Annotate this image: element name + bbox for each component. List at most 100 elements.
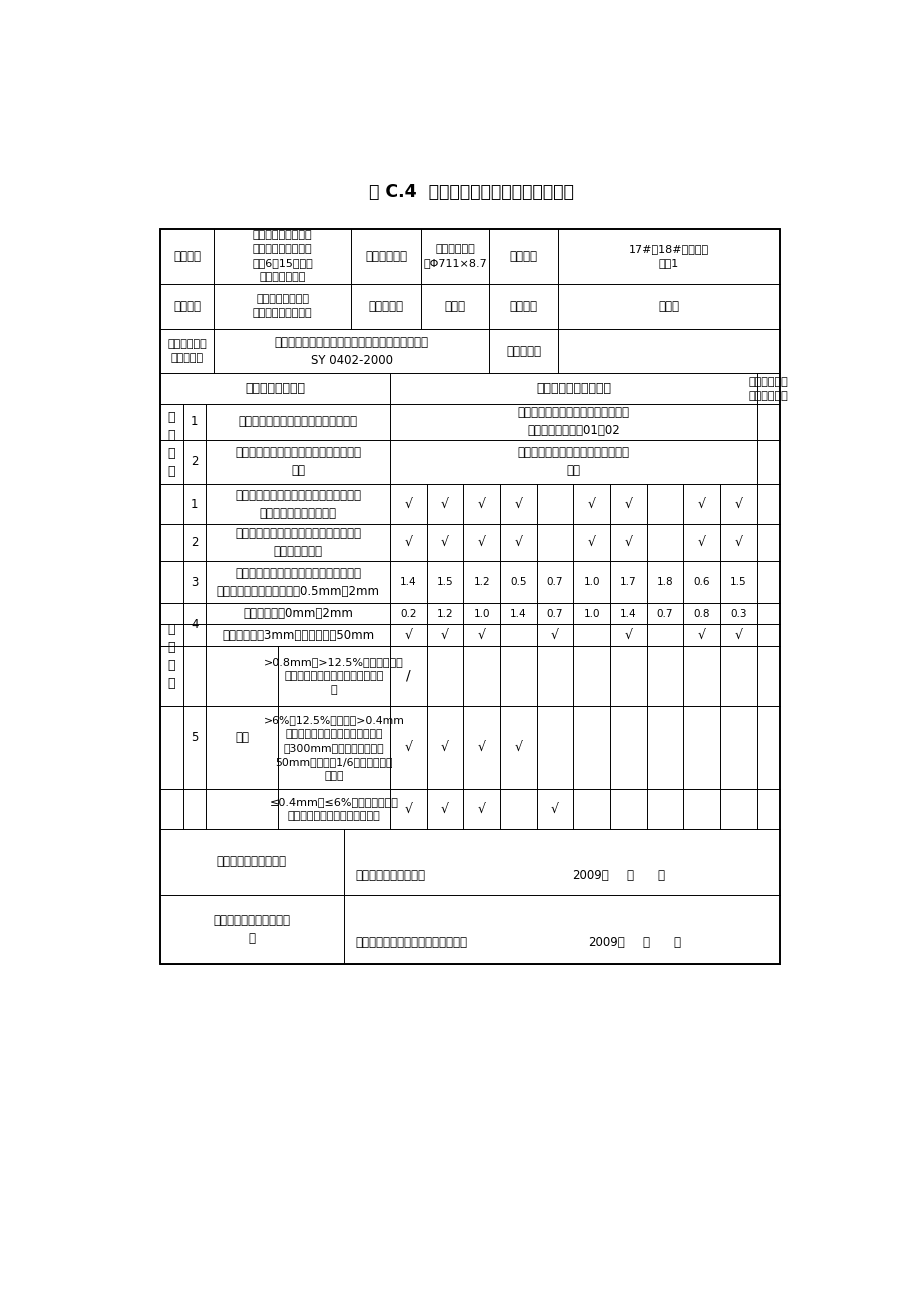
Text: 一
般
项
目: 一 般 项 目 — [167, 624, 176, 690]
Text: √: √ — [733, 536, 742, 549]
Text: 焊材的材质应符合设计要求和规范规定: 焊材的材质应符合设计要求和规范规定 — [239, 415, 357, 428]
Text: 2: 2 — [191, 536, 199, 549]
Text: √: √ — [697, 497, 705, 510]
Text: √: √ — [624, 536, 631, 549]
Text: 1: 1 — [191, 497, 199, 510]
Text: 1.5: 1.5 — [437, 577, 453, 587]
Text: 咬边: 咬边 — [235, 732, 249, 743]
Text: 5: 5 — [191, 732, 199, 743]
Text: 月: 月 — [626, 868, 633, 881]
Text: 施工单位检查评定记录: 施工单位检查评定记录 — [536, 383, 610, 396]
Text: √: √ — [587, 497, 596, 510]
Text: 1.2: 1.2 — [473, 577, 490, 587]
Text: √: √ — [477, 629, 485, 642]
Text: 管道组对和焊
接Φ711×8.7: 管道组对和焊 接Φ711×8.7 — [423, 245, 486, 268]
Text: √: √ — [404, 629, 412, 642]
Text: √: √ — [550, 629, 559, 642]
Text: 施工执行标准
名称及编号: 施工执行标准 名称及编号 — [167, 339, 207, 363]
Text: √: √ — [514, 536, 522, 549]
Text: 大庆油田原油生产运
行库建设工程（南三
油库6座15万立储
罐场区管网等）: 大庆油田原油生产运 行库建设工程（南三 油库6座15万立储 罐场区管网等） — [252, 230, 312, 283]
Text: √: √ — [514, 497, 522, 510]
Text: 0.7: 0.7 — [546, 577, 562, 587]
Text: 施工单位检查评定结果: 施工单位检查评定结果 — [217, 855, 287, 868]
Text: √: √ — [440, 803, 448, 815]
Text: ≤0.4mm或≤6%管壁厚（取二者
中的较小值），任何长度均合格: ≤0.4mm或≤6%管壁厚（取二者 中的较小值），任何长度均合格 — [269, 797, 398, 822]
Text: 管道焊缝无损检测应符合设计要求和规范
规定: 管道焊缝无损检测应符合设计要求和规范 规定 — [235, 447, 361, 478]
Text: 0.6: 0.6 — [693, 577, 709, 587]
Text: √: √ — [477, 497, 485, 510]
Text: 表 C.4  管道焊接检验批质量验收记录表: 表 C.4 管道焊接检验批质量验收记录表 — [369, 184, 573, 202]
Text: √: √ — [440, 629, 448, 642]
Text: √: √ — [440, 741, 448, 754]
Text: 焊缝及其周围应清除干净，不应存在电弧
烧伤母材的缺陷: 焊缝及其周围应清除干净，不应存在电弧 烧伤母材的缺陷 — [235, 527, 361, 559]
Text: 验收部位: 验收部位 — [509, 250, 538, 263]
Text: 1.7: 1.7 — [619, 577, 636, 587]
Text: √: √ — [624, 629, 631, 642]
Text: /: / — [405, 669, 410, 684]
Text: 1.0: 1.0 — [583, 577, 599, 587]
Text: 管道焊缝经无损检测合格，检验报告
编号: 管道焊缝经无损检测合格，检验报告 编号 — [516, 447, 629, 478]
Text: √: √ — [477, 536, 485, 549]
Text: 2009年: 2009年 — [572, 868, 608, 881]
Text: 1.4: 1.4 — [619, 608, 636, 618]
Text: √: √ — [404, 741, 412, 754]
Text: √: √ — [587, 536, 596, 549]
Text: 1.8: 1.8 — [656, 577, 673, 587]
Text: 1.0: 1.0 — [473, 608, 490, 618]
Text: √: √ — [550, 803, 559, 815]
Text: √: √ — [514, 741, 522, 754]
Bar — [160, 229, 779, 963]
Text: 质量验收规范规定: 质量验收规范规定 — [244, 383, 305, 396]
Text: 王中山: 王中山 — [658, 299, 679, 312]
Text: 17#、18#储罐输油
管线1: 17#、18#储罐输油 管线1 — [629, 245, 709, 268]
Text: √: √ — [440, 497, 448, 510]
Text: 监理工程师（建设单位项目代表）：: 监理工程师（建设单位项目代表）： — [355, 936, 467, 949]
Text: 工程名称: 工程名称 — [173, 250, 201, 263]
Text: 0.7: 0.7 — [656, 608, 673, 618]
Text: 1.4: 1.4 — [400, 577, 416, 587]
Text: 监理（建设）单位验收结
论: 监理（建设）单位验收结 论 — [213, 914, 290, 945]
Text: >0.8mm或>12.5%管壁厚（取二
者中的较小值），任何长度均不合
格: >0.8mm或>12.5%管壁厚（取二 者中的较小值），任何长度均不合 格 — [264, 658, 403, 695]
Text: 0.3: 0.3 — [730, 608, 746, 618]
Text: 焊材材质符合要求，质量证明文件齐
全；验收记录编号01、02: 焊材材质符合要求，质量证明文件齐 全；验收记录编号01、02 — [516, 406, 629, 437]
Text: 1.2: 1.2 — [437, 608, 453, 618]
Text: 1.4: 1.4 — [509, 608, 527, 618]
Text: √: √ — [404, 803, 412, 815]
Text: √: √ — [404, 497, 412, 510]
Text: 焊缝表面应整齐均匀，无裂纹、未焊透、
气孔、夹渣、烧穿等缺陷: 焊缝表面应整齐均匀，无裂纹、未焊透、 气孔、夹渣、烧穿等缺陷 — [235, 488, 361, 519]
Text: 大庆油田建设集团
安装公司第五工程处: 大庆油田建设集团 安装公司第五工程处 — [253, 294, 312, 319]
Text: 日: 日 — [673, 936, 679, 949]
Text: >6%～12.5%管壁厚或>0.4mm
（取二者中的较小值），在焊缝任
何300mm连续长度中不超过
50mm或焊缝的1/6，取二者中的
较小值: >6%～12.5%管壁厚或>0.4mm （取二者中的较小值），在焊缝任 何300… — [263, 715, 404, 781]
Text: 分项工程名称: 分项工程名称 — [365, 250, 407, 263]
Text: √: √ — [733, 629, 742, 642]
Bar — [160, 229, 779, 963]
Text: 焊缝宽度应符合焊接工艺规程的要求，无
要求时为坡口上两侧各加宽0.5mm～2mm: 焊缝宽度应符合焊接工艺规程的要求，无 要求时为坡口上两侧各加宽0.5mm～2mm — [217, 566, 380, 598]
Text: √: √ — [697, 629, 705, 642]
Text: 项目经理: 项目经理 — [509, 299, 538, 312]
Text: 3: 3 — [191, 575, 199, 589]
Text: 0.8: 0.8 — [693, 608, 709, 618]
Text: 焊缝余高应为0mm～2mm: 焊缝余高应为0mm～2mm — [244, 607, 353, 620]
Text: 0.7: 0.7 — [546, 608, 562, 618]
Text: 日: 日 — [657, 868, 664, 881]
Text: 局部不应大于3mm且长度不大于50mm: 局部不应大于3mm且长度不大于50mm — [222, 629, 374, 642]
Text: 1.5: 1.5 — [730, 577, 746, 587]
Text: 主
控
项
目: 主 控 项 目 — [167, 410, 176, 478]
Text: 0.5: 0.5 — [510, 577, 526, 587]
Text: 2: 2 — [191, 456, 199, 469]
Text: 月: 月 — [641, 936, 648, 949]
Text: 施工单位: 施工单位 — [173, 299, 201, 312]
Text: 1: 1 — [191, 415, 199, 428]
Text: 项目专职质量检查员：: 项目专职质量检查员： — [355, 868, 425, 881]
Text: √: √ — [440, 536, 448, 549]
Text: √: √ — [477, 741, 485, 754]
Text: 李广贞: 李广贞 — [444, 299, 465, 312]
Text: √: √ — [697, 536, 705, 549]
Text: 专业负责人: 专业负责人 — [369, 299, 403, 312]
Text: √: √ — [477, 803, 485, 815]
Text: 《石油天然气站内工艺管道工程施工及验收规范》
SY 0402-2000: 《石油天然气站内工艺管道工程施工及验收规范》 SY 0402-2000 — [275, 336, 428, 367]
Text: √: √ — [404, 536, 412, 549]
Text: 监理（建设）
单位验收意见: 监理（建设） 单位验收意见 — [748, 376, 788, 401]
Text: 0.2: 0.2 — [400, 608, 416, 618]
Text: √: √ — [624, 497, 631, 510]
